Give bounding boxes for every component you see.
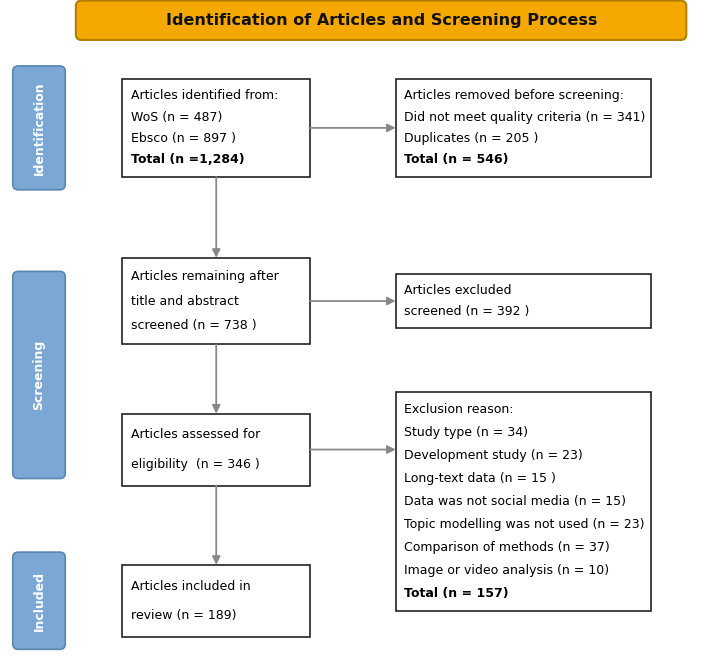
FancyBboxPatch shape <box>13 552 65 649</box>
Text: Did not meet quality criteria (n = 341): Did not meet quality criteria (n = 341) <box>404 111 645 124</box>
Text: WoS (n = 487): WoS (n = 487) <box>130 111 222 124</box>
Text: Total (n = 546): Total (n = 546) <box>404 153 508 166</box>
Text: Duplicates (n = 205 ): Duplicates (n = 205 ) <box>404 132 539 145</box>
Text: title and abstract: title and abstract <box>130 294 239 308</box>
Text: Long-text data (n = 15 ): Long-text data (n = 15 ) <box>404 472 556 485</box>
Bar <box>122 414 311 486</box>
FancyBboxPatch shape <box>13 66 65 190</box>
Text: Articles identified from:: Articles identified from: <box>130 89 278 103</box>
Text: Identification of Articles and Screening Process: Identification of Articles and Screening… <box>166 13 597 28</box>
Bar <box>396 79 651 177</box>
FancyBboxPatch shape <box>76 1 686 40</box>
Text: eligibility  (n = 346 ): eligibility (n = 346 ) <box>130 458 259 471</box>
Bar <box>396 274 651 328</box>
Text: Screening: Screening <box>33 340 45 410</box>
Text: Image or video analysis (n = 10): Image or video analysis (n = 10) <box>404 564 609 577</box>
Text: Topic modelling was not used (n = 23): Topic modelling was not used (n = 23) <box>404 518 644 531</box>
Text: Comparison of methods (n = 37): Comparison of methods (n = 37) <box>404 541 610 554</box>
Text: screened (n = 392 ): screened (n = 392 ) <box>404 305 530 318</box>
Text: screened (n = 738 ): screened (n = 738 ) <box>130 319 257 332</box>
Text: Development study (n = 23): Development study (n = 23) <box>404 449 583 462</box>
Text: Study type (n = 34): Study type (n = 34) <box>404 426 528 439</box>
Bar <box>122 79 311 177</box>
Text: Included: Included <box>33 571 45 631</box>
Text: Articles excluded: Articles excluded <box>404 284 512 297</box>
Text: Articles included in: Articles included in <box>130 579 250 593</box>
Text: Data was not social media (n = 15): Data was not social media (n = 15) <box>404 495 626 508</box>
Text: Ebsco (n = 897 ): Ebsco (n = 897 ) <box>130 132 236 145</box>
Text: Total (n =1,284): Total (n =1,284) <box>130 153 245 166</box>
Text: Articles removed before screening:: Articles removed before screening: <box>404 89 624 103</box>
Text: Identification: Identification <box>33 81 45 174</box>
Bar <box>122 565 311 637</box>
Text: Total (n = 157): Total (n = 157) <box>404 587 509 600</box>
Text: review (n = 189): review (n = 189) <box>130 609 236 622</box>
Bar <box>122 258 311 344</box>
Text: Exclusion reason:: Exclusion reason: <box>404 403 513 416</box>
Text: Articles remaining after: Articles remaining after <box>130 270 279 283</box>
Bar <box>396 392 651 611</box>
Text: Articles assessed for: Articles assessed for <box>130 428 260 442</box>
FancyBboxPatch shape <box>13 272 65 478</box>
